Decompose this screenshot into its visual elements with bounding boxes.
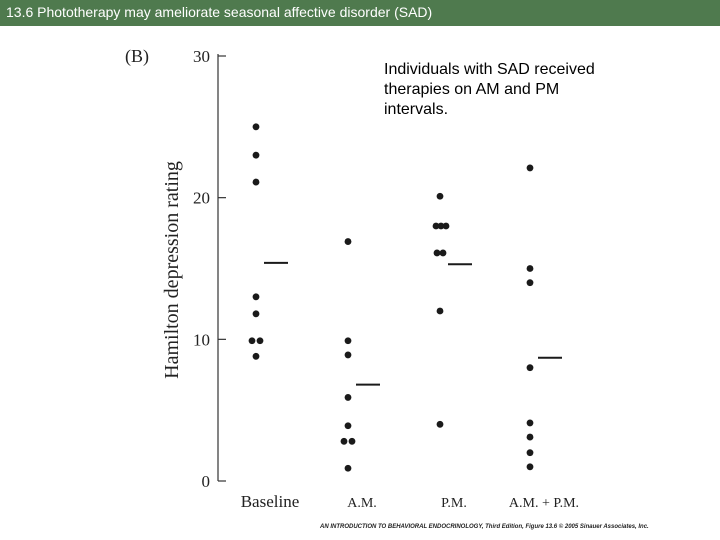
y-tick-label: 30 bbox=[193, 47, 210, 66]
data-point bbox=[344, 464, 352, 472]
data-point bbox=[526, 449, 534, 457]
y-tick-label: 20 bbox=[193, 189, 210, 208]
data-point bbox=[526, 279, 534, 287]
y-tick-label: 0 bbox=[202, 472, 211, 491]
x-category-label: A.M. + P.M. bbox=[509, 496, 579, 511]
data-point bbox=[526, 164, 534, 172]
data-point bbox=[248, 337, 256, 345]
data-point bbox=[252, 151, 260, 159]
data-point bbox=[344, 422, 352, 430]
data-point bbox=[252, 352, 260, 360]
data-point bbox=[526, 265, 534, 272]
data-point bbox=[526, 433, 534, 441]
x-category-label: Baseline bbox=[241, 492, 300, 511]
data-point bbox=[344, 238, 352, 245]
x-category-label: P.M. bbox=[441, 496, 467, 511]
data-point bbox=[344, 394, 352, 401]
figure-credit: AN INTRODUCTION TO BEHAVIORAL ENDOCRINOL… bbox=[320, 524, 649, 530]
data-point bbox=[436, 420, 444, 428]
x-category-label: A.M. bbox=[347, 496, 377, 511]
data-point bbox=[252, 123, 260, 131]
data-point bbox=[436, 192, 444, 200]
slide-title: 13.6 Phototherapy may ameliorate seasona… bbox=[6, 4, 433, 20]
data-point bbox=[252, 293, 260, 301]
header-bar: 13.6 Phototherapy may ameliorate seasona… bbox=[0, 0, 720, 26]
data-point bbox=[340, 437, 348, 445]
annotation-text: Individuals with SAD received therapies … bbox=[384, 61, 595, 118]
data-point bbox=[256, 337, 264, 345]
data-point bbox=[439, 249, 447, 257]
data-point bbox=[526, 419, 534, 427]
data-point bbox=[436, 307, 444, 315]
panel-label: (B) bbox=[125, 46, 149, 67]
data-point bbox=[252, 310, 260, 318]
data-point bbox=[433, 249, 441, 257]
data-point bbox=[526, 463, 534, 471]
data-point bbox=[432, 222, 440, 230]
data-point bbox=[344, 351, 352, 359]
data-point bbox=[252, 178, 260, 186]
data-point bbox=[526, 364, 534, 372]
y-axis-label: Hamilton depression rating bbox=[161, 161, 183, 379]
data-point bbox=[348, 437, 356, 445]
data-point bbox=[344, 337, 352, 345]
data-point bbox=[442, 222, 450, 230]
data-point bbox=[437, 222, 445, 230]
y-tick-label: 10 bbox=[193, 330, 210, 349]
